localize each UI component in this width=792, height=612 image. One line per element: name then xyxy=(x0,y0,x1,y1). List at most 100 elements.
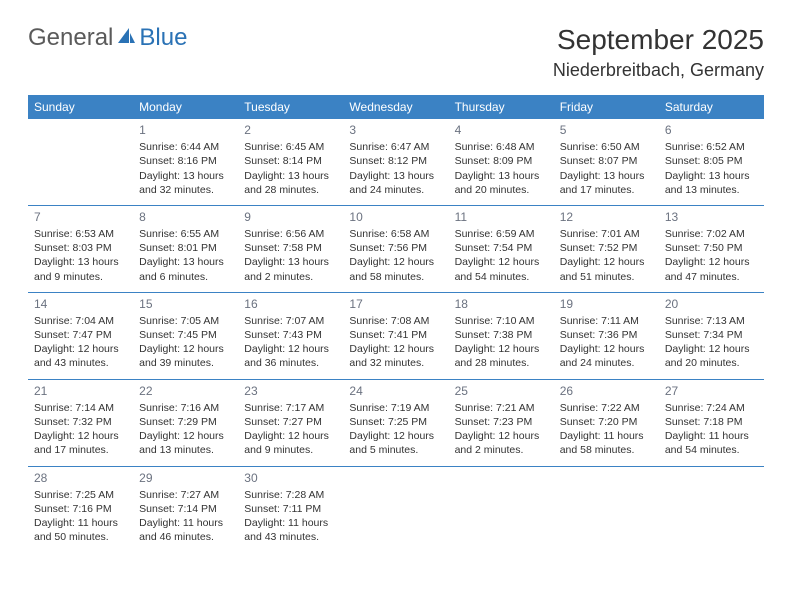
daylight-text: Daylight: 11 hours xyxy=(244,516,337,530)
daylight-text: and 43 minutes. xyxy=(34,356,127,370)
daylight-text: Daylight: 12 hours xyxy=(349,255,442,269)
day-number: 11 xyxy=(455,209,548,225)
sunset-text: Sunset: 7:32 PM xyxy=(34,415,127,429)
daylight-text: Daylight: 12 hours xyxy=(349,429,442,443)
table-row: 14Sunrise: 7:04 AMSunset: 7:47 PMDayligh… xyxy=(28,292,764,379)
calendar-cell: 25Sunrise: 7:21 AMSunset: 7:23 PMDayligh… xyxy=(449,379,554,466)
day-number: 26 xyxy=(560,383,653,399)
sunset-text: Sunset: 7:34 PM xyxy=(665,328,758,342)
day-number: 20 xyxy=(665,296,758,312)
calendar-cell: 21Sunrise: 7:14 AMSunset: 7:32 PMDayligh… xyxy=(28,379,133,466)
daylight-text: Daylight: 12 hours xyxy=(34,342,127,356)
sunset-text: Sunset: 7:14 PM xyxy=(139,502,232,516)
day-number: 25 xyxy=(455,383,548,399)
daylight-text: and 28 minutes. xyxy=(455,356,548,370)
day-number: 4 xyxy=(455,122,548,138)
daylight-text: Daylight: 12 hours xyxy=(560,342,653,356)
daylight-text: and 24 minutes. xyxy=(349,183,442,197)
sunrise-text: Sunrise: 7:08 AM xyxy=(349,314,442,328)
day-number: 19 xyxy=(560,296,653,312)
sunrise-text: Sunrise: 6:52 AM xyxy=(665,140,758,154)
day-header: Tuesday xyxy=(238,95,343,119)
daylight-text: and 43 minutes. xyxy=(244,530,337,544)
calendar-cell: 13Sunrise: 7:02 AMSunset: 7:50 PMDayligh… xyxy=(659,205,764,292)
daylight-text: Daylight: 13 hours xyxy=(139,255,232,269)
calendar-cell: 26Sunrise: 7:22 AMSunset: 7:20 PMDayligh… xyxy=(554,379,659,466)
sunrise-text: Sunrise: 7:25 AM xyxy=(34,488,127,502)
sunrise-text: Sunrise: 6:58 AM xyxy=(349,227,442,241)
calendar-cell: 6Sunrise: 6:52 AMSunset: 8:05 PMDaylight… xyxy=(659,119,764,205)
calendar-cell xyxy=(449,466,554,552)
daylight-text: and 51 minutes. xyxy=(560,270,653,284)
calendar-cell: 8Sunrise: 6:55 AMSunset: 8:01 PMDaylight… xyxy=(133,205,238,292)
daylight-text: and 2 minutes. xyxy=(244,270,337,284)
daylight-text: and 9 minutes. xyxy=(244,443,337,457)
daylight-text: and 32 minutes. xyxy=(349,356,442,370)
sunset-text: Sunset: 7:36 PM xyxy=(560,328,653,342)
sunset-text: Sunset: 7:27 PM xyxy=(244,415,337,429)
daylight-text: Daylight: 13 hours xyxy=(244,169,337,183)
calendar-body: 1Sunrise: 6:44 AMSunset: 8:16 PMDaylight… xyxy=(28,119,764,552)
day-header: Friday xyxy=(554,95,659,119)
sunrise-text: Sunrise: 7:17 AM xyxy=(244,401,337,415)
sunset-text: Sunset: 7:56 PM xyxy=(349,241,442,255)
month-title: September 2025 xyxy=(553,24,764,56)
daylight-text: Daylight: 11 hours xyxy=(665,429,758,443)
sunrise-text: Sunrise: 7:07 AM xyxy=(244,314,337,328)
sunrise-text: Sunrise: 6:47 AM xyxy=(349,140,442,154)
calendar-cell: 16Sunrise: 7:07 AMSunset: 7:43 PMDayligh… xyxy=(238,292,343,379)
sail-icon xyxy=(115,26,137,51)
daylight-text: Daylight: 12 hours xyxy=(349,342,442,356)
sunrise-text: Sunrise: 6:48 AM xyxy=(455,140,548,154)
day-number: 1 xyxy=(139,122,232,138)
daylight-text: and 13 minutes. xyxy=(665,183,758,197)
sunrise-text: Sunrise: 7:21 AM xyxy=(455,401,548,415)
day-number: 15 xyxy=(139,296,232,312)
logo-text-general: General xyxy=(28,24,113,52)
day-number: 18 xyxy=(455,296,548,312)
calendar-cell: 3Sunrise: 6:47 AMSunset: 8:12 PMDaylight… xyxy=(343,119,448,205)
day-header: Thursday xyxy=(449,95,554,119)
sunrise-text: Sunrise: 7:05 AM xyxy=(139,314,232,328)
day-number: 22 xyxy=(139,383,232,399)
sunset-text: Sunset: 8:16 PM xyxy=(139,154,232,168)
daylight-text: Daylight: 12 hours xyxy=(665,342,758,356)
calendar-cell xyxy=(659,466,764,552)
daylight-text: and 5 minutes. xyxy=(349,443,442,457)
sunrise-text: Sunrise: 7:14 AM xyxy=(34,401,127,415)
day-number: 28 xyxy=(34,470,127,486)
daylight-text: and 6 minutes. xyxy=(139,270,232,284)
daylight-text: and 54 minutes. xyxy=(455,270,548,284)
table-row: 1Sunrise: 6:44 AMSunset: 8:16 PMDaylight… xyxy=(28,119,764,205)
calendar-cell xyxy=(554,466,659,552)
calendar-cell: 5Sunrise: 6:50 AMSunset: 8:07 PMDaylight… xyxy=(554,119,659,205)
daylight-text: and 17 minutes. xyxy=(560,183,653,197)
table-row: 21Sunrise: 7:14 AMSunset: 7:32 PMDayligh… xyxy=(28,379,764,466)
sunrise-text: Sunrise: 7:13 AM xyxy=(665,314,758,328)
day-number: 2 xyxy=(244,122,337,138)
calendar-cell: 22Sunrise: 7:16 AMSunset: 7:29 PMDayligh… xyxy=(133,379,238,466)
calendar-cell: 14Sunrise: 7:04 AMSunset: 7:47 PMDayligh… xyxy=(28,292,133,379)
calendar-cell: 10Sunrise: 6:58 AMSunset: 7:56 PMDayligh… xyxy=(343,205,448,292)
sunrise-text: Sunrise: 7:02 AM xyxy=(665,227,758,241)
daylight-text: and 17 minutes. xyxy=(34,443,127,457)
calendar-cell xyxy=(343,466,448,552)
day-number: 13 xyxy=(665,209,758,225)
calendar-cell: 1Sunrise: 6:44 AMSunset: 8:16 PMDaylight… xyxy=(133,119,238,205)
daylight-text: and 46 minutes. xyxy=(139,530,232,544)
day-header: Sunday xyxy=(28,95,133,119)
logo: General Blue xyxy=(28,24,187,52)
day-number: 12 xyxy=(560,209,653,225)
sunset-text: Sunset: 7:58 PM xyxy=(244,241,337,255)
sunset-text: Sunset: 8:14 PM xyxy=(244,154,337,168)
daylight-text: Daylight: 12 hours xyxy=(139,342,232,356)
calendar-cell: 11Sunrise: 6:59 AMSunset: 7:54 PMDayligh… xyxy=(449,205,554,292)
calendar-cell: 30Sunrise: 7:28 AMSunset: 7:11 PMDayligh… xyxy=(238,466,343,552)
daylight-text: and 9 minutes. xyxy=(34,270,127,284)
sunrise-text: Sunrise: 7:24 AM xyxy=(665,401,758,415)
daylight-text: and 36 minutes. xyxy=(244,356,337,370)
sunset-text: Sunset: 7:50 PM xyxy=(665,241,758,255)
daylight-text: Daylight: 12 hours xyxy=(244,429,337,443)
day-number: 6 xyxy=(665,122,758,138)
calendar-cell: 7Sunrise: 6:53 AMSunset: 8:03 PMDaylight… xyxy=(28,205,133,292)
